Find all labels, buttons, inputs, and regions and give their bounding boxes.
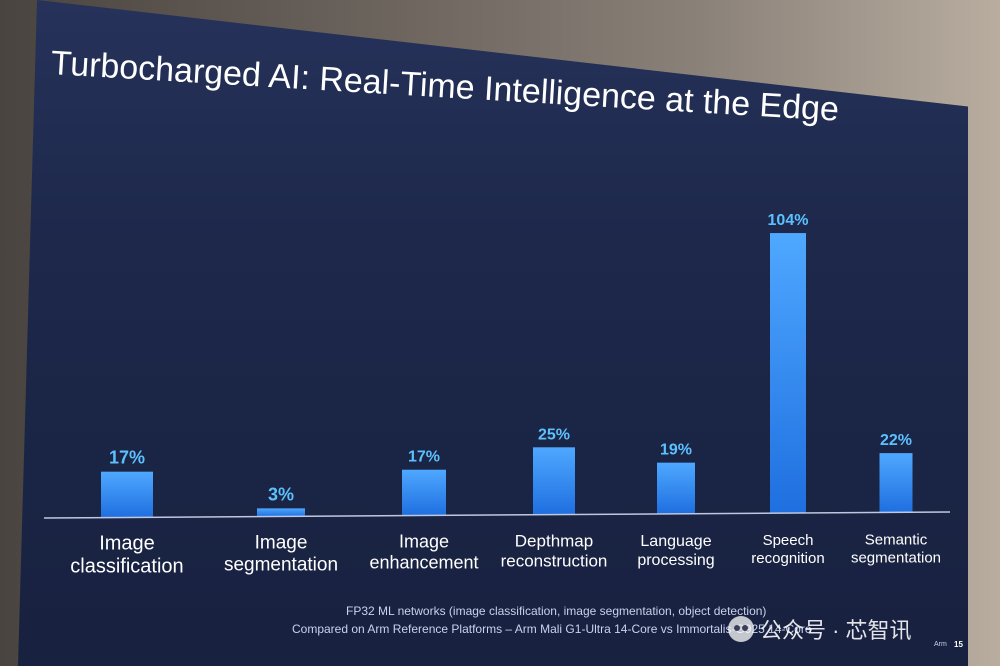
bar-value-label: 17% [408,449,440,466]
category-label: Depthmap reconstruction [501,532,608,571]
category-label: Language processing [637,533,714,569]
bar [257,508,305,517]
bar-value-label: 3% [268,484,294,504]
bar [402,469,446,516]
watermark: 公众号 · 芯智讯 [728,612,912,646]
bar-value-label: 104% [768,212,809,229]
footnote-networks: FP32 ML networks (image classification, … [346,604,767,618]
category-label: Speech recognition [751,532,824,567]
page-number: 15 [954,640,963,649]
x-axis-baseline [43,511,951,519]
category-label: Image enhancement [369,531,478,572]
bar-value-label: 17% [109,448,145,468]
watermark-text: 公众号 · 芯智讯 [760,618,912,643]
bar [533,447,575,515]
footnote-comparison: Compared on Arm Reference Platforms – Ar… [292,622,812,636]
slide [18,0,968,666]
category-label: Image classification [70,532,183,577]
bar [770,233,806,514]
bar-value-label: 25% [538,426,570,443]
arm-logo-text: Arm [934,641,947,648]
bar [657,462,695,514]
bar [879,453,913,513]
category-label: Semantic segmentation [851,531,941,566]
wechat-icon [728,616,754,642]
bar-value-label: 22% [880,432,912,449]
bar-value-label: 19% [660,442,692,459]
category-label: Image segmentation [224,532,338,575]
bar [101,471,153,518]
